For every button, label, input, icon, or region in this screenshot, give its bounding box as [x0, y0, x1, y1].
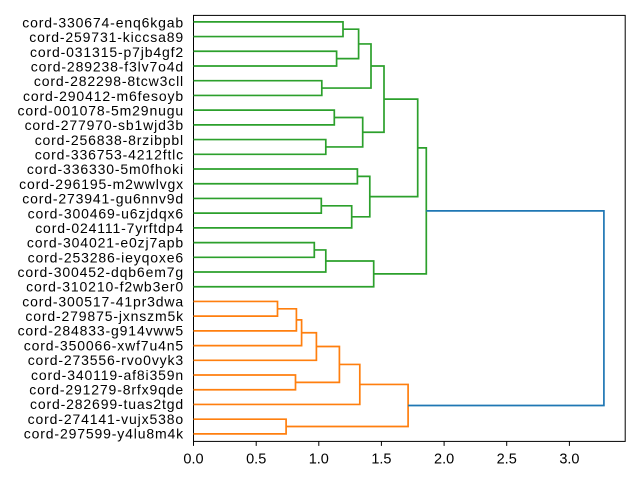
- svg-text:cord-274141-vujx538o: cord-274141-vujx538o: [28, 411, 184, 427]
- svg-text:cord-256838-8rzibpbl: cord-256838-8rzibpbl: [35, 132, 184, 148]
- svg-text:0.5: 0.5: [246, 451, 266, 467]
- svg-text:cord-291279-8rfx9qde: cord-291279-8rfx9qde: [29, 381, 184, 397]
- svg-text:cord-336330-5m0fhoki: cord-336330-5m0fhoki: [27, 161, 184, 177]
- svg-text:cord-259731-kiccsa89: cord-259731-kiccsa89: [29, 29, 184, 45]
- svg-text:2.0: 2.0: [434, 451, 454, 467]
- svg-text:cord-282699-tuas2tgd: cord-282699-tuas2tgd: [30, 396, 184, 412]
- svg-text:cord-279875-jxnszm5k: cord-279875-jxnszm5k: [25, 308, 184, 324]
- svg-text:cord-290412-m6fesoyb: cord-290412-m6fesoyb: [23, 88, 184, 104]
- svg-text:0.0: 0.0: [183, 451, 203, 467]
- svg-text:cord-289238-f3lv7o4d: cord-289238-f3lv7o4d: [31, 58, 184, 74]
- svg-text:cord-350066-xwf7u4n5: cord-350066-xwf7u4n5: [24, 337, 184, 353]
- svg-text:1.5: 1.5: [371, 451, 391, 467]
- svg-text:3.0: 3.0: [559, 451, 579, 467]
- svg-text:cord-300469-u6zjdqx6: cord-300469-u6zjdqx6: [28, 205, 184, 221]
- svg-text:cord-340119-af8i359n: cord-340119-af8i359n: [31, 367, 184, 383]
- svg-text:cord-330674-enq6kgab: cord-330674-enq6kgab: [22, 14, 184, 30]
- svg-text:cord-300452-dqb6em7g: cord-300452-dqb6em7g: [18, 264, 184, 280]
- svg-text:cord-296195-m2wwlvgx: cord-296195-m2wwlvgx: [19, 176, 184, 192]
- svg-text:cord-031315-p7jb4gf2: cord-031315-p7jb4gf2: [30, 44, 184, 60]
- svg-text:cord-273941-gu6nnv9d: cord-273941-gu6nnv9d: [22, 191, 184, 207]
- svg-text:cord-024111-7yrftdp4: cord-024111-7yrftdp4: [35, 220, 184, 236]
- svg-text:2.5: 2.5: [497, 451, 517, 467]
- svg-text:cord-282298-8tcw3cll: cord-282298-8tcw3cll: [34, 73, 184, 89]
- svg-text:cord-277970-sb1wjd3b: cord-277970-sb1wjd3b: [25, 117, 184, 133]
- svg-text:cord-273556-rvo0vyk3: cord-273556-rvo0vyk3: [28, 352, 184, 368]
- svg-text:cord-001078-5m29nugu: cord-001078-5m29nugu: [18, 103, 184, 119]
- svg-text:cord-336753-4212ftlc: cord-336753-4212ftlc: [35, 147, 184, 163]
- svg-text:cord-304021-e0zj7apb: cord-304021-e0zj7apb: [27, 235, 184, 251]
- svg-text:cord-310210-f2wb3er0: cord-310210-f2wb3er0: [26, 279, 184, 295]
- svg-text:cord-300517-41pr3dwa: cord-300517-41pr3dwa: [22, 293, 184, 309]
- svg-text:1.0: 1.0: [309, 451, 329, 467]
- svg-text:cord-284833-g914vww5: cord-284833-g914vww5: [18, 323, 184, 339]
- svg-text:cord-253286-ieyqoxe6: cord-253286-ieyqoxe6: [28, 249, 184, 265]
- svg-text:cord-297599-y4lu8m4k: cord-297599-y4lu8m4k: [24, 426, 184, 442]
